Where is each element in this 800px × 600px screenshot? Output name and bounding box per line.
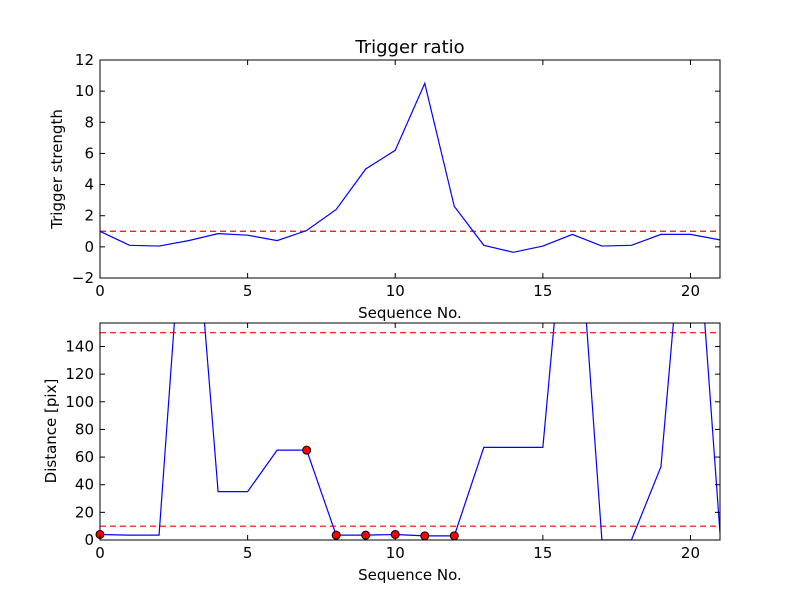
bot-xtick-label: 0 xyxy=(95,544,105,562)
top-xtick-label: 15 xyxy=(533,282,552,300)
bottom-xlabel: Sequence No. xyxy=(358,566,462,584)
bottom-threshold-lines xyxy=(100,332,720,527)
top-xlabel: Sequence No. xyxy=(358,304,462,322)
bottom-ticks: 0 5 10 15 20 0 20 40 60 80 100 120 140 xyxy=(65,323,720,562)
bot-data-marker xyxy=(361,530,371,540)
top-ytick-label: 4 xyxy=(84,176,94,194)
bot-data-marker xyxy=(420,531,430,541)
top-ytick-label: 6 xyxy=(84,144,94,162)
top-xtick-label: 20 xyxy=(681,282,700,300)
top-axes-frame xyxy=(99,59,721,279)
bot-data-marker xyxy=(449,531,459,541)
top-ytick-label: −2 xyxy=(72,269,94,287)
top-ytick-label: 12 xyxy=(75,51,94,69)
top-chart-title: Trigger ratio xyxy=(354,37,464,58)
bottom-series-group xyxy=(100,323,720,540)
bot-data-marker xyxy=(302,445,312,455)
bot-ytick-label: 100 xyxy=(65,393,94,411)
bot-ytick-label: 60 xyxy=(75,448,94,466)
bottom-axes-frame xyxy=(99,322,721,541)
bot-ytick-label: 120 xyxy=(65,365,94,383)
top-xtick-label: 5 xyxy=(243,282,253,300)
bot-xtick-label: 5 xyxy=(243,544,253,562)
bot-ytick-label: 0 xyxy=(84,531,94,549)
top-series-line-0 xyxy=(100,81,720,253)
bot-ytick-label: 20 xyxy=(75,503,94,521)
top-ytick-label: 8 xyxy=(84,113,94,131)
top-ytick-label: 2 xyxy=(84,207,94,225)
bottom-ylabel: Distance [pix] xyxy=(42,379,60,484)
top-xtick-label: 10 xyxy=(386,282,405,300)
bot-xtick-label: 10 xyxy=(386,544,405,562)
bot-ytick-label: 80 xyxy=(75,420,94,438)
top-ytick-label: 0 xyxy=(84,238,94,256)
top-ytick-label: 10 xyxy=(75,82,94,100)
top-xtick-label: 0 xyxy=(95,282,105,300)
bot-ytick-label: 40 xyxy=(75,476,94,494)
bot-xtick-label: 15 xyxy=(533,544,552,562)
bot-data-marker xyxy=(331,530,341,540)
top-series-group xyxy=(100,81,720,253)
bot-series-line-0 xyxy=(100,323,720,540)
bot-xtick-label: 20 xyxy=(681,544,700,562)
bot-ytick-label: 140 xyxy=(65,337,94,355)
bottom-markers-group xyxy=(95,445,459,541)
top-ylabel: Trigger strength xyxy=(48,109,66,230)
